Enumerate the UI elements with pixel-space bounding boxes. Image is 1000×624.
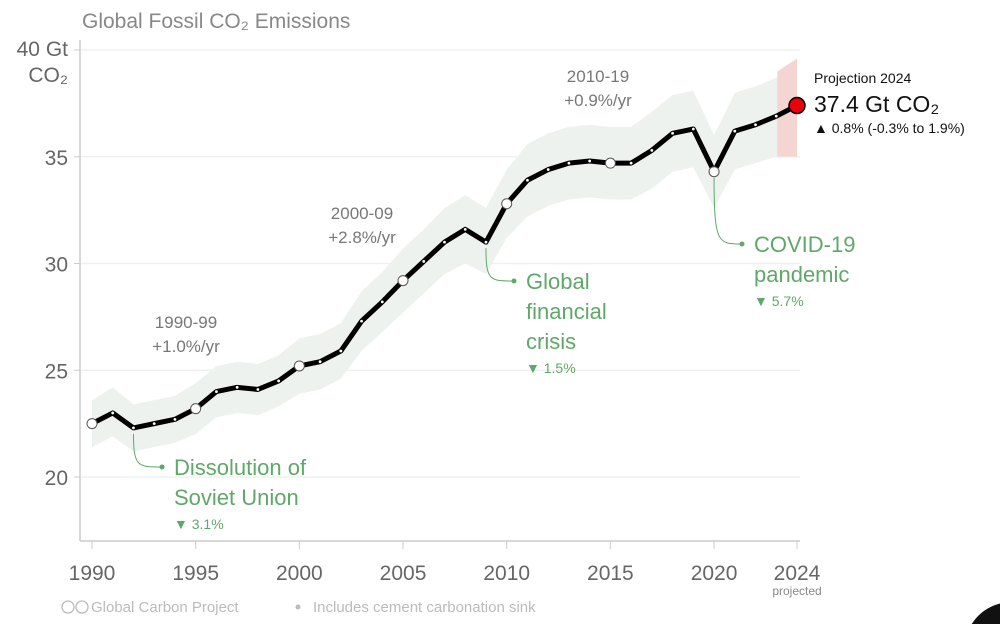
event-dot xyxy=(159,464,165,470)
data-point xyxy=(360,319,363,323)
data-point xyxy=(526,178,529,182)
data-point-marker xyxy=(501,198,513,210)
event-change: ▼ 3.1% xyxy=(174,516,224,532)
data-point-marker xyxy=(604,157,616,169)
period-label-1990s: 1990-99 +1.0%/yr xyxy=(152,313,220,356)
data-point xyxy=(691,127,695,131)
data-point xyxy=(256,388,260,391)
event-dot xyxy=(739,241,745,247)
data-point-marker xyxy=(293,360,305,372)
event-label: Global xyxy=(526,269,590,294)
data-point xyxy=(754,123,757,127)
event-leader-line xyxy=(132,433,163,468)
data-point xyxy=(650,148,654,152)
y-tick-label: 20 xyxy=(45,467,68,490)
event-label: Dissolution of xyxy=(174,455,307,480)
event-label: pandemic xyxy=(754,262,849,287)
y-tick-label: 35 xyxy=(45,147,68,170)
period-label-2010s: 2010-19 +0.9%/yr xyxy=(564,67,632,110)
projection-range xyxy=(777,58,797,157)
uncertainty-area xyxy=(92,58,797,452)
separator-dot xyxy=(295,604,301,610)
x-tick-note: projected xyxy=(772,584,821,598)
x-tick-label: 2020 xyxy=(691,562,738,585)
event-label: financial xyxy=(526,299,607,324)
data-point xyxy=(774,114,778,118)
data-point xyxy=(463,227,467,231)
by-icon xyxy=(75,600,89,614)
event-label: crisis xyxy=(526,329,576,354)
data-point xyxy=(339,349,343,353)
data-point xyxy=(629,161,633,165)
projection-label: Projection 2024 xyxy=(814,70,912,86)
svg-text:+1.0%/yr: +1.0%/yr xyxy=(152,337,220,356)
x-ticks: 1990 1995 2000 2005 2010 2015 2020 2024 xyxy=(69,541,821,585)
projection-value: 37.4 Gt CO₂ xyxy=(814,91,939,117)
projection-annotation: Projection 2024 37.4 Gt CO₂ ▲ 0.8% (-0.3… xyxy=(814,70,965,136)
y-axis-label-unit: CO₂ xyxy=(28,64,68,87)
data-point xyxy=(588,159,592,163)
footer: Global Carbon Project Includes cement ca… xyxy=(61,599,536,616)
x-tick-label: 1995 xyxy=(172,562,219,585)
uncertainty-band xyxy=(92,58,797,452)
data-point xyxy=(318,360,322,364)
svg-text:+2.8%/yr: +2.8%/yr xyxy=(328,228,396,247)
data-point xyxy=(235,385,239,389)
y-tick-label: 30 xyxy=(45,254,68,277)
corner-blob xyxy=(971,603,1000,624)
footer-credit: Global Carbon Project xyxy=(91,599,239,616)
event-change: ▼ 5.7% xyxy=(754,293,804,309)
data-point xyxy=(567,161,571,165)
projection-marker xyxy=(788,96,806,115)
data-point xyxy=(546,168,550,171)
data-point xyxy=(152,422,156,426)
data-point-marker xyxy=(397,275,409,287)
cc-icon xyxy=(61,600,75,614)
footer-note: Includes cement carbonation sink xyxy=(313,599,536,616)
y-tick-label: 25 xyxy=(45,360,68,383)
svg-text:+0.9%/yr: +0.9%/yr xyxy=(564,91,632,110)
period-label-2000s: 2000-09 +2.8%/yr xyxy=(328,204,396,247)
event-dot xyxy=(511,278,517,284)
data-point xyxy=(484,240,488,244)
event-leader-line xyxy=(713,177,743,245)
data-point xyxy=(671,131,674,135)
x-tick-label: 2010 xyxy=(483,562,530,585)
event-leader-line xyxy=(485,248,515,282)
x-tick-label: 1990 xyxy=(69,562,116,585)
emissions-series xyxy=(86,96,806,431)
data-point-marker xyxy=(190,403,202,415)
data-point xyxy=(132,426,135,430)
event-annotations: Dissolution of Soviet Union ▼ 3.1% Global fi… xyxy=(132,177,855,532)
data-point xyxy=(422,259,426,263)
event-label: Soviet Union xyxy=(174,485,299,510)
x-tick-label: 2000 xyxy=(276,562,323,585)
chart-title: Global Fossil CO₂ Emissions xyxy=(82,10,350,33)
event-change: ▼ 1.5% xyxy=(526,360,576,376)
data-point xyxy=(111,411,115,415)
data-point xyxy=(733,129,737,133)
x-tick-label: 2015 xyxy=(587,562,634,585)
x-tick-label: 2005 xyxy=(380,562,427,585)
x-tick-label: 2024 xyxy=(774,562,821,585)
svg-text:2010-19: 2010-19 xyxy=(567,67,629,86)
data-point xyxy=(215,390,218,393)
axes xyxy=(74,40,800,542)
data-point xyxy=(277,379,281,383)
data-point-marker xyxy=(86,418,98,430)
event-label: COVID-19 xyxy=(754,232,855,257)
svg-text:2000-09: 2000-09 xyxy=(331,204,393,223)
y-axis-label-top: 40 Gt xyxy=(17,38,69,61)
data-point-marker xyxy=(708,166,720,178)
data-point xyxy=(380,300,384,304)
data-point xyxy=(173,417,177,421)
projection-change: ▲ 0.8% (-0.3% to 1.9%) xyxy=(814,120,965,136)
svg-text:1990-99: 1990-99 xyxy=(155,313,217,332)
y-ticks: 35 30 25 20 xyxy=(45,147,80,490)
data-point xyxy=(443,240,446,244)
